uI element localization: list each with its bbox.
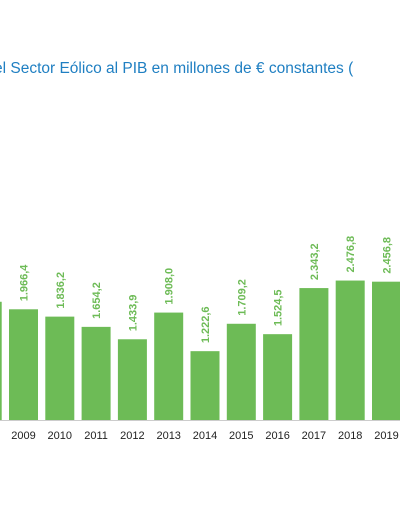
- value-labels-group: 1.966,4 1.836,2 1.654,2 1.433,9 1.908,0 1.222…: [19, 236, 394, 343]
- value-label-2019: 2.456,8: [382, 237, 394, 274]
- bar-2016: [263, 334, 293, 420]
- bar-2008: [0, 301, 2, 420]
- bar-2013: [154, 312, 184, 420]
- x-tick-2010: 2010: [48, 430, 72, 442]
- bar-2011: [81, 326, 111, 420]
- value-label-2009: 1.966,4: [19, 264, 31, 302]
- chart-title: el Sector Eólico al PIB en millones de €…: [0, 60, 354, 77]
- x-tick-2019: 2019: [374, 430, 398, 442]
- bar-2014: [190, 351, 220, 420]
- tick-labels-group: 2009 2010 2011 2012 2013 2014 2015 2016 2017 2018…: [11, 430, 398, 442]
- x-tick-2018: 2018: [338, 430, 362, 442]
- value-label-2014: 1.222,6: [200, 306, 212, 343]
- value-label-2013: 1.908,0: [164, 268, 176, 305]
- bar-2009: [9, 309, 38, 420]
- x-tick-2015: 2015: [229, 430, 253, 442]
- x-tick-2014: 2014: [193, 430, 217, 442]
- bar-2015: [226, 323, 256, 420]
- x-tick-2016: 2016: [265, 430, 289, 442]
- bar-2019: [372, 281, 400, 420]
- value-label-2012: 1.433,9: [127, 295, 139, 332]
- value-label-2015: 1.709,2: [236, 279, 248, 316]
- value-label-2010: 1.836,2: [55, 272, 67, 309]
- value-label-2018: 2.476,8: [345, 236, 357, 273]
- value-label-2017: 2.343,2: [309, 243, 321, 280]
- bar-2018: [335, 280, 365, 420]
- x-tick-2012: 2012: [120, 430, 144, 442]
- bar-2010: [45, 316, 75, 420]
- value-label-2011: 1.654,2: [91, 282, 103, 319]
- x-tick-2011: 2011: [84, 430, 108, 442]
- x-tick-2013: 2013: [156, 430, 180, 442]
- x-tick-2009: 2009: [11, 430, 35, 442]
- bar-2012: [117, 339, 147, 420]
- x-tick-2017: 2017: [302, 430, 326, 442]
- bar-2017: [299, 288, 329, 420]
- bars-group: [0, 280, 400, 420]
- value-label-2016: 1.524,5: [273, 289, 285, 326]
